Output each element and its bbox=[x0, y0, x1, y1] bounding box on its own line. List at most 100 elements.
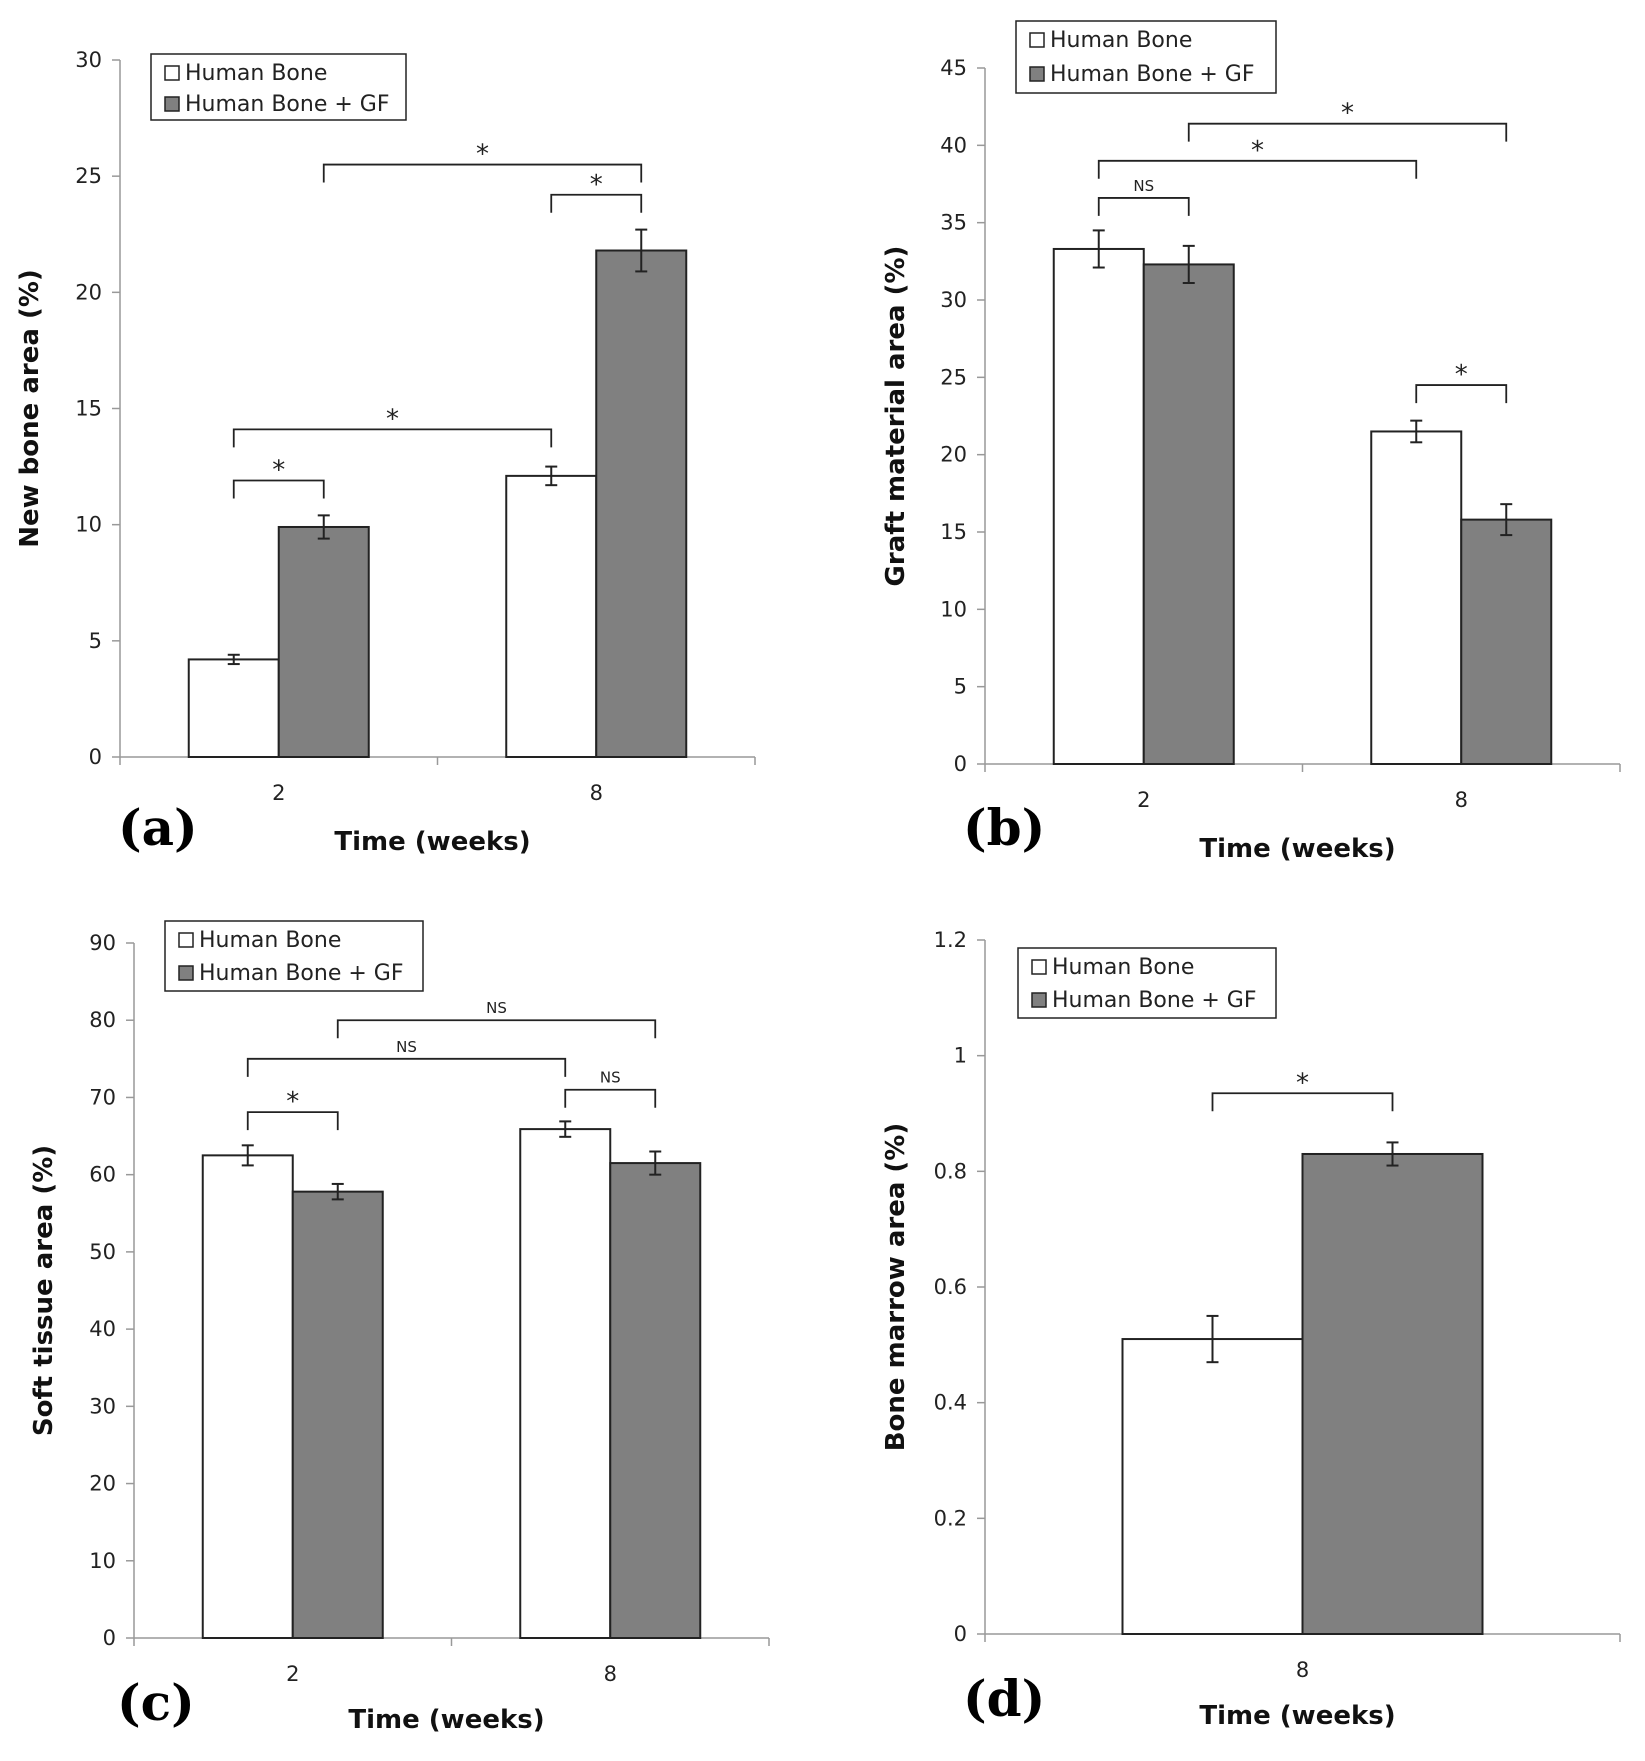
significance-bracket: * bbox=[232, 404, 553, 448]
x-tick-label: 8 bbox=[1455, 788, 1468, 812]
significance-bracket: NS bbox=[246, 1038, 567, 1077]
y-tick-label: 50 bbox=[89, 1240, 116, 1264]
significance-label: * bbox=[1455, 360, 1468, 390]
y-tick-label: 10 bbox=[75, 513, 102, 537]
legend-swatch bbox=[178, 932, 194, 948]
y-tick-label: 20 bbox=[89, 1472, 116, 1496]
significance-bracket: NS bbox=[564, 1069, 657, 1108]
error-bar bbox=[1410, 419, 1423, 444]
bar-human-bone-8 bbox=[505, 474, 598, 758]
bar-human-bone-2 bbox=[187, 658, 280, 758]
y-tick-label: 0 bbox=[954, 1622, 967, 1646]
error-bar bbox=[227, 653, 240, 666]
y-tick-label: 40 bbox=[89, 1317, 116, 1341]
legend-entry: Human Bone + GF bbox=[185, 92, 390, 117]
legend-swatch bbox=[1029, 66, 1045, 82]
bar-human-bone-gf-8 bbox=[1460, 518, 1553, 765]
x-tick-label: 2 bbox=[272, 781, 285, 805]
significance-bracket: * bbox=[1187, 99, 1508, 142]
chart-panel-4: 0 0.2 0.4 0.6 0.8 1 1.2 8 * Human Bone Human Bone … bbox=[881, 928, 1621, 1731]
bar-human-bone-2 bbox=[1052, 247, 1145, 765]
significance-label: * bbox=[1251, 136, 1264, 166]
legend: Human Bone Human Bone + GF bbox=[1017, 947, 1277, 1019]
x-tick-label: 8 bbox=[590, 781, 603, 805]
error-bar bbox=[1182, 244, 1195, 284]
error-bar bbox=[1206, 1314, 1219, 1364]
y-tick-label: 5 bbox=[89, 629, 102, 653]
y-tick-label: 20 bbox=[75, 280, 102, 304]
significance-label: NS bbox=[486, 999, 507, 1017]
legend-entry: Human Bone + GF bbox=[1052, 988, 1257, 1013]
bar-human-bone-8 bbox=[1370, 430, 1463, 765]
x-axis-label: Time (weeks) bbox=[1199, 1701, 1395, 1731]
chart-panel-1: 0 5 10 15 20 25 30 2 8 * * * * Human Bone Human Bone +… bbox=[15, 48, 756, 857]
y-tick-label: 60 bbox=[89, 1163, 116, 1187]
legend: Human Bone Human Bone + GF bbox=[164, 920, 424, 992]
y-tick-label: 10 bbox=[940, 597, 967, 621]
legend-swatch bbox=[1029, 32, 1045, 48]
bar-human-bone-8 bbox=[1121, 1338, 1304, 1636]
y-tick-label: 30 bbox=[940, 288, 967, 312]
legend-box bbox=[150, 53, 407, 121]
y-tick-label: 0.2 bbox=[934, 1506, 967, 1530]
y-tick-label: 25 bbox=[940, 365, 967, 389]
significance-label: NS bbox=[600, 1069, 621, 1087]
error-bar bbox=[317, 514, 330, 540]
legend-entry: Human Bone + GF bbox=[199, 961, 404, 986]
significance-label: * bbox=[286, 1087, 299, 1117]
bar-human-bone-gf-2 bbox=[1142, 263, 1235, 765]
x-axis-label: Time (weeks) bbox=[334, 827, 530, 857]
panel-label: (a) bbox=[118, 798, 198, 857]
y-tick-label: 30 bbox=[89, 1394, 116, 1418]
bar-human-bone-gf-8 bbox=[609, 1162, 702, 1640]
significance-bracket: * bbox=[550, 170, 643, 213]
y-axis-label: Bone marrow area (%) bbox=[881, 1123, 911, 1452]
x-tick-label: 8 bbox=[1296, 1658, 1309, 1682]
bar-human-bone-gf-2 bbox=[291, 1190, 384, 1639]
significance-bracket: * bbox=[1097, 136, 1418, 179]
y-axis-label: Soft tissue area (%) bbox=[29, 1145, 59, 1436]
y-tick-label: 45 bbox=[940, 56, 967, 80]
significance-bracket: * bbox=[232, 456, 325, 499]
significance-bracket: NS bbox=[1097, 177, 1190, 216]
error-bar bbox=[635, 228, 648, 273]
x-axis-label: Time (weeks) bbox=[348, 1705, 544, 1735]
y-tick-label: 1.2 bbox=[934, 928, 967, 952]
y-tick-label: 0.6 bbox=[934, 1275, 967, 1299]
legend-swatch bbox=[178, 965, 194, 981]
legend-swatch bbox=[1031, 992, 1047, 1008]
error-bar bbox=[545, 465, 558, 487]
bar-human-bone-2 bbox=[201, 1154, 294, 1639]
error-bar bbox=[1500, 503, 1513, 537]
legend-entry: Human Bone bbox=[1052, 955, 1194, 980]
legend: Human Bone Human Bone + GF bbox=[150, 53, 407, 121]
bar-human-bone-gf-8 bbox=[595, 249, 688, 758]
panel-label: (d) bbox=[963, 1669, 1045, 1728]
significance-label: NS bbox=[396, 1038, 417, 1056]
y-tick-label: 0.8 bbox=[934, 1159, 967, 1183]
y-tick-label: 30 bbox=[75, 48, 102, 72]
y-axis-label: New bone area (%) bbox=[15, 269, 45, 548]
y-tick-label: 10 bbox=[89, 1549, 116, 1573]
legend-swatch bbox=[164, 96, 180, 112]
error-bar bbox=[1386, 1141, 1399, 1167]
y-axis-label: Graft material area (%) bbox=[881, 246, 911, 587]
y-tick-label: 0.4 bbox=[934, 1391, 967, 1415]
significance-label: * bbox=[590, 170, 603, 200]
y-tick-label: 80 bbox=[89, 1008, 116, 1032]
significance-bracket: NS bbox=[336, 999, 657, 1039]
significance-bracket: * bbox=[1415, 360, 1508, 404]
significance-bracket: * bbox=[1211, 1068, 1394, 1112]
legend-swatch bbox=[1031, 959, 1047, 975]
legend-swatch bbox=[164, 65, 180, 81]
legend-entry: Human Bone bbox=[199, 928, 341, 953]
significance-label: * bbox=[476, 140, 489, 170]
y-tick-label: 15 bbox=[75, 397, 102, 421]
y-tick-label: 70 bbox=[89, 1085, 116, 1109]
x-tick-label: 2 bbox=[1137, 788, 1150, 812]
y-tick-label: 5 bbox=[954, 675, 967, 699]
bar-human-bone-gf-2 bbox=[277, 525, 370, 758]
legend-entry: Human Bone bbox=[1050, 28, 1192, 53]
